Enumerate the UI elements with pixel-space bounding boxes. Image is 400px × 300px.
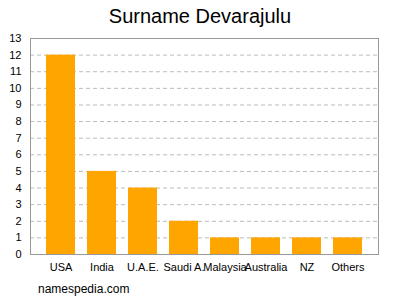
svg-text:USA: USA xyxy=(50,261,73,273)
svg-text:11: 11 xyxy=(10,65,21,77)
svg-text:2: 2 xyxy=(15,215,21,227)
svg-text:3: 3 xyxy=(15,198,21,210)
svg-text:Malaysia: Malaysia xyxy=(203,261,247,273)
svg-text:5: 5 xyxy=(15,165,21,177)
html-text:Surname Devarajulu: Surname Devarajulu xyxy=(108,5,292,27)
svg-text:4: 4 xyxy=(15,182,21,194)
svg-text:U.A.E.: U.A.E. xyxy=(127,261,159,273)
svg-text:9: 9 xyxy=(15,98,21,110)
svg-text:13: 13 xyxy=(9,32,21,44)
svg-text:0: 0 xyxy=(15,248,21,260)
svg-text:1: 1 xyxy=(15,231,21,243)
html-text:namespedia.com: namespedia.com xyxy=(38,282,130,296)
svg-text:India: India xyxy=(90,261,115,273)
svg-text:Australia: Australia xyxy=(245,261,289,273)
svg-text:10: 10 xyxy=(9,82,21,94)
svg-text:12: 12 xyxy=(9,49,21,61)
svg-text:6: 6 xyxy=(15,148,21,160)
svg-text:7: 7 xyxy=(15,132,21,144)
svg-text:Others: Others xyxy=(331,261,365,273)
svg-text:Saudi A.: Saudi A. xyxy=(164,261,205,273)
svg-text:NZ: NZ xyxy=(300,261,315,273)
svg-text:8: 8 xyxy=(15,115,21,127)
